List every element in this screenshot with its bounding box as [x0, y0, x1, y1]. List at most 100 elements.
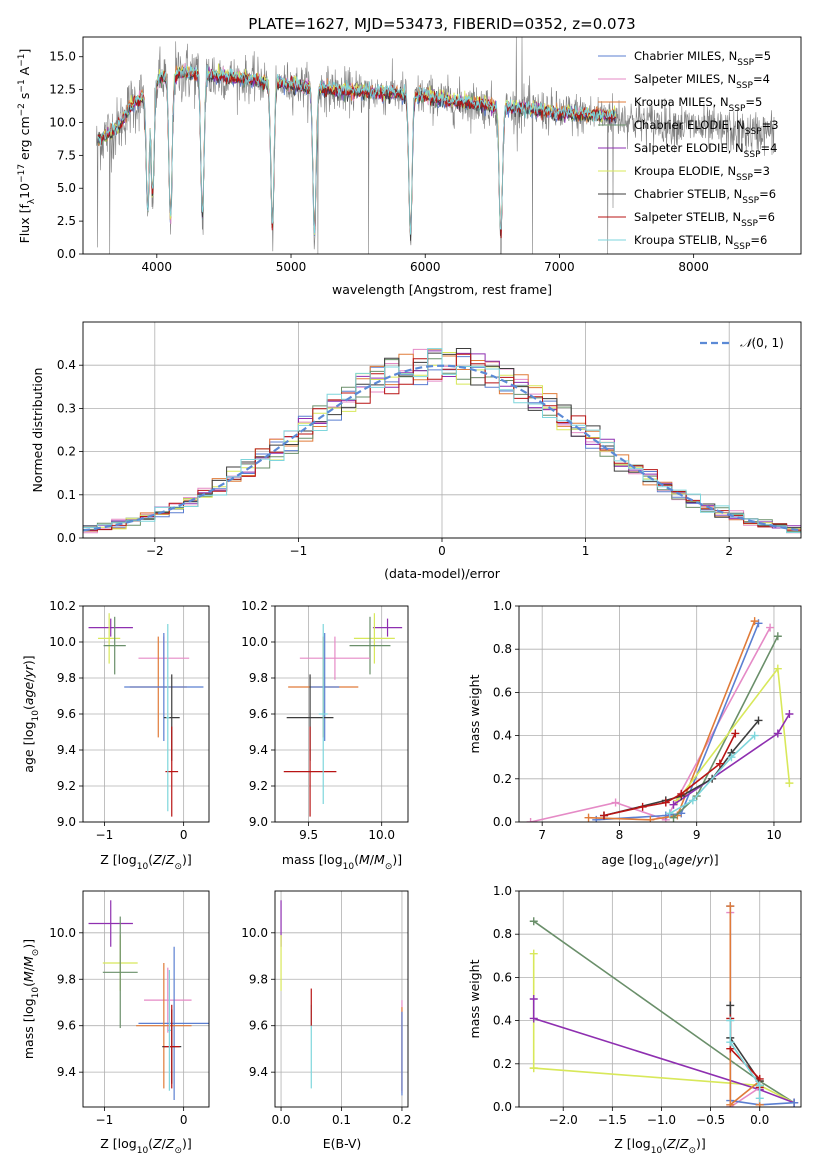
x-tick-label: 0.1: [332, 1113, 351, 1127]
x-tick-label: 8000: [678, 260, 709, 274]
label-part: SSP: [734, 242, 751, 252]
label-part: 10: [651, 1146, 663, 1156]
weight-marker: [529, 917, 538, 926]
y-tick-label: 0.6: [493, 970, 512, 984]
label-part: 𝒩: [740, 336, 755, 350]
label-part: =5: [745, 95, 762, 109]
x-tick-label: −1.0: [647, 1113, 676, 1127]
weight-series: [673, 664, 794, 805]
normal-curve: [83, 364, 801, 532]
label-part: Z: [666, 1136, 676, 1151]
label-part: −17: [17, 164, 27, 183]
label-part: )]: [21, 655, 36, 665]
label-part: Salpeter ELODIE, N: [634, 141, 744, 155]
label-part: Chabrier STELIB, N: [634, 187, 742, 201]
label-part: yr: [695, 852, 709, 867]
label-part: ⊙: [688, 1146, 696, 1156]
label-part: SSP: [741, 219, 758, 229]
legend-entry: Salpeter ELODIE, NSSP=4: [634, 141, 777, 160]
x-tick-label: −1: [290, 544, 308, 558]
weight-vs-Z-ylabel: mass weight: [467, 959, 482, 1038]
legend-entry: Chabrier ELODIE, NSSP=3: [634, 118, 779, 137]
y-tick-label: 9.4: [57, 1065, 76, 1079]
weight-series: [526, 623, 775, 822]
label-part: age [log: [601, 852, 652, 867]
label-part: mass [log: [282, 852, 343, 867]
label-part: age: [21, 682, 36, 706]
label-part: ⊙: [174, 1146, 182, 1156]
label-part: Flux [f: [17, 204, 32, 244]
label-part: (0, 1): [752, 336, 784, 350]
label-part: (: [21, 705, 36, 710]
weight-vs-Z-xlabel: Z [log10(Z/Z⊙)]: [614, 1136, 706, 1156]
y-tick-label: 9.2: [57, 779, 76, 793]
weight-series: [599, 729, 740, 820]
y-tick-label: 10.2: [49, 599, 76, 613]
y-tick-label: 0.4: [493, 1014, 512, 1028]
label-part: 10: [343, 862, 355, 872]
errorbar-point: [310, 633, 340, 741]
label-part: /: [676, 1136, 681, 1151]
label-part: 10: [31, 710, 41, 722]
label-part: SSP: [736, 81, 753, 91]
label-part: −1: [17, 54, 27, 67]
errorbar-point: [136, 963, 192, 1089]
errorbar-point: [353, 613, 395, 664]
weight_vs_age-axes: 7 8 9 10 0.0 0.2 0.4 0.6 0.8 1.0: [493, 599, 802, 842]
errorbar-point: [167, 969, 171, 1091]
weight-series: [726, 902, 799, 1107]
errorbar-point: [349, 616, 391, 675]
age-vs-Z-ylabel: age [log10(age/yr)]: [21, 655, 41, 772]
label-part: /: [370, 852, 375, 867]
weight-marker: [766, 623, 775, 632]
label-part: Kroupa ELODIE, N: [634, 164, 736, 178]
label-part: (: [662, 1136, 667, 1151]
label-part: /: [162, 1136, 167, 1151]
label-part: ⊙: [385, 862, 393, 872]
y-tick-label: 9.2: [249, 779, 268, 793]
y-tick-label: 9.6: [249, 707, 268, 721]
label-part: Kroupa STELIB, N: [634, 233, 734, 247]
weight_vs_Z-plot-area: [529, 902, 799, 1107]
y-tick-label: 0.0: [493, 1100, 512, 1114]
weight-marker: [688, 796, 697, 805]
label-part: −1: [17, 79, 27, 92]
weight-marker: [785, 779, 794, 788]
legend-entry: Kroupa ELODIE, NSSP=3: [634, 164, 770, 183]
label-part: Chabrier ELODIE, N: [634, 118, 745, 132]
x-tick-label: 5000: [276, 260, 307, 274]
y-tick-label: 0.4: [57, 358, 76, 372]
y-tick-label: 0.2: [493, 1057, 512, 1071]
errorbar-point: [88, 618, 133, 637]
axes-frame: [518, 890, 802, 1108]
x-tick-label: 2: [725, 544, 733, 558]
weight-marker: [755, 1081, 764, 1090]
x-tick-label: 0.0: [750, 1113, 769, 1127]
weight-marker: [790, 1098, 799, 1107]
axes-frame: [518, 605, 802, 823]
errorbar-point: [166, 624, 170, 812]
weight-marker: [584, 813, 593, 822]
label-part: (: [664, 852, 669, 867]
axes-frame: [82, 890, 210, 1108]
weight-line: [603, 719, 760, 817]
weight-marker: [665, 809, 674, 818]
weight-line: [532, 953, 795, 1104]
weight-line: [672, 635, 779, 819]
x-tick-label: 6000: [410, 260, 441, 274]
weight-marker: [773, 632, 782, 641]
y-tick-label: 0.1: [57, 488, 76, 502]
label-part: )]: [392, 852, 402, 867]
x-tick-label: 9.5: [299, 828, 318, 842]
y-tick-label: 5.0: [57, 181, 76, 195]
label-part: SSP: [736, 173, 753, 183]
weight-series: [529, 995, 799, 1107]
label-part: −2: [17, 103, 27, 116]
legend-entry: Chabrier MILES, NSSP=5: [634, 49, 771, 68]
weight-marker: [726, 1001, 735, 1010]
weight-marker: [529, 995, 538, 1003]
mass-vs-Z-xlabel: Z [log10(Z/Z⊙)]: [100, 1136, 192, 1156]
label-part: Z [log: [100, 852, 136, 867]
x-tick-label: 8: [616, 828, 624, 842]
